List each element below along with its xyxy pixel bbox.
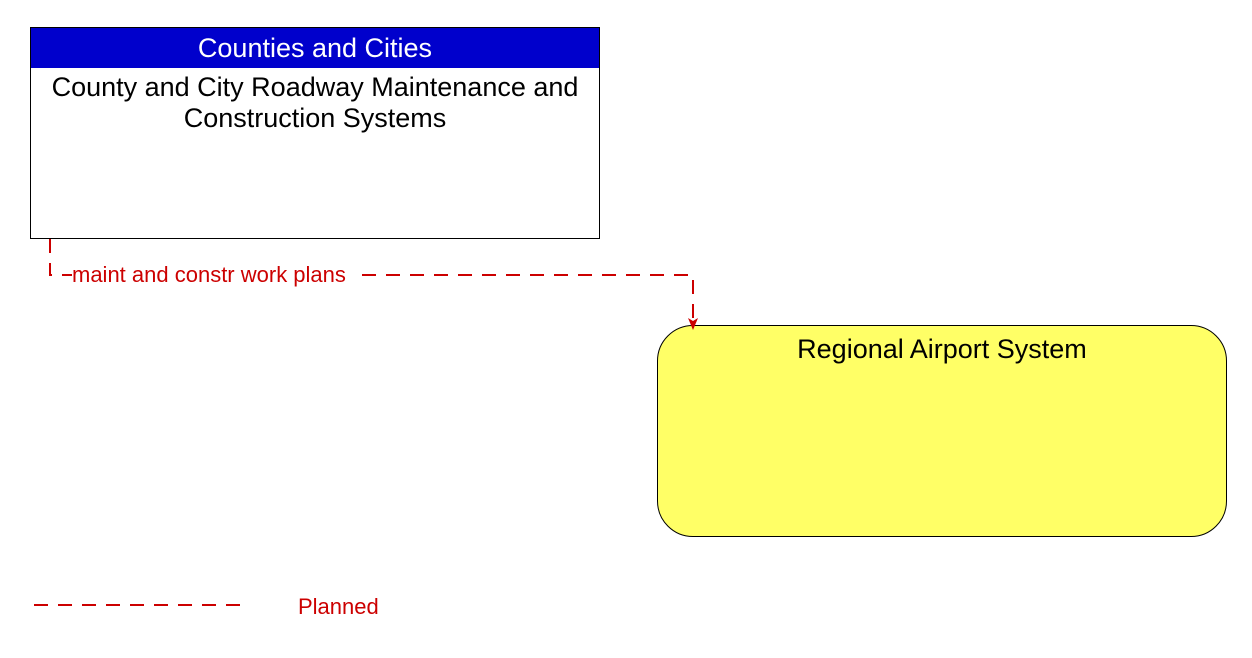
edge-segment-1 [50,239,72,275]
node-counties-cities-body: County and City Roadway Maintenance and … [31,68,599,134]
diagram-canvas: Counties and Cities County and City Road… [0,0,1252,658]
edge-label-maint-constr: maint and constr work plans [72,262,346,288]
legend-label-planned: Planned [298,594,379,620]
node-regional-airport: Regional Airport System [657,325,1227,537]
node-counties-cities: Counties and Cities County and City Road… [30,27,600,239]
edge-segment-2 [362,275,693,320]
node-counties-cities-header: Counties and Cities [31,28,599,68]
node-regional-airport-title: Regional Airport System [658,334,1226,365]
